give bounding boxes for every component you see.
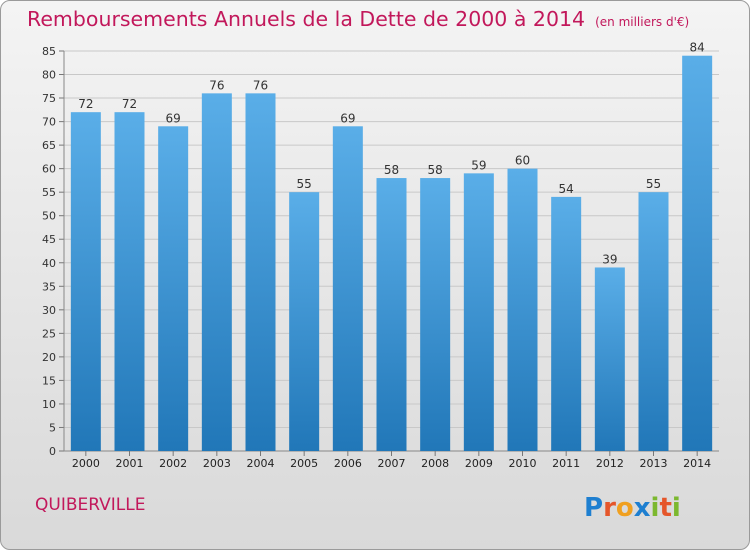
bar-2001 — [114, 112, 145, 452]
x-tick-label-2001: 2001 — [116, 457, 144, 470]
x-tick-label-2000: 2000 — [72, 457, 100, 470]
data-label-2010: 60 — [515, 154, 530, 168]
bar-2013 — [638, 192, 669, 452]
title-text: Remboursements Annuels de la Dette de 20… — [27, 7, 586, 31]
y-tick-label: 65 — [42, 139, 56, 152]
bar-2002 — [158, 126, 189, 451]
data-label-2013: 55 — [646, 177, 661, 191]
bar-2014 — [682, 55, 713, 452]
svg-text:Proxiti: Proxiti — [584, 493, 681, 523]
data-label-2000: 72 — [78, 97, 93, 111]
data-label-2005: 55 — [297, 177, 312, 191]
x-tick-label-2006: 2006 — [334, 457, 362, 470]
data-label-2003: 76 — [209, 78, 224, 92]
y-tick-label: 50 — [42, 210, 56, 223]
bar-2008 — [420, 178, 451, 451]
x-tick-label-2009: 2009 — [465, 457, 493, 470]
x-tick-label-2012: 2012 — [596, 457, 624, 470]
data-labels: 72 72 69 76 76 55 69 58 58 59 60 54 39 55 84 — [78, 41, 705, 267]
y-tick-label: 70 — [42, 116, 56, 129]
y-tick-label: 30 — [42, 304, 56, 317]
y-tick-label: 5 — [49, 421, 56, 434]
y-tick-label: 15 — [42, 374, 56, 387]
x-tick-label-2003: 2003 — [203, 457, 231, 470]
data-label-2002: 69 — [166, 111, 181, 125]
x-axis: 2000 2001 2002 2003 2004 2005 2006 2007 2008 2009… — [72, 451, 711, 470]
y-tick-label: 25 — [42, 327, 56, 340]
x-tick-label-2002: 2002 — [159, 457, 187, 470]
x-tick-label-2008: 2008 — [421, 457, 449, 470]
y-tick-label: 40 — [42, 257, 56, 270]
bar-2012 — [594, 267, 625, 451]
bar-2000 — [70, 112, 101, 452]
x-tick-label-2010: 2010 — [509, 457, 537, 470]
y-tick-label: 80 — [42, 69, 56, 82]
data-label-2006: 69 — [340, 111, 355, 125]
bar-2003 — [201, 93, 232, 452]
bar-2009 — [463, 173, 494, 451]
data-label-2004: 76 — [253, 78, 268, 92]
data-label-2007: 58 — [384, 163, 399, 177]
y-tick-label: 20 — [42, 351, 56, 364]
data-label-2014: 84 — [690, 41, 705, 55]
bar-2011 — [551, 196, 582, 451]
proxiti-logo: Proxiti — [584, 488, 694, 528]
data-label-2011: 54 — [559, 182, 574, 196]
y-tick-label: 45 — [42, 233, 56, 246]
data-label-2009: 59 — [471, 158, 486, 172]
bar-2004 — [245, 93, 276, 452]
bar-2007 — [376, 178, 407, 451]
y-tick-label: 55 — [42, 186, 56, 199]
y-tick-label: 75 — [42, 92, 56, 105]
data-label-2012: 39 — [602, 252, 617, 266]
y-tick-label: 60 — [42, 163, 56, 176]
commune-name: QUIBERVILLE — [35, 495, 146, 515]
bar-2005 — [289, 192, 320, 452]
bar-2006 — [332, 126, 363, 451]
y-tick-label: 35 — [42, 280, 56, 293]
bar-2010 — [507, 168, 538, 451]
data-label-2001: 72 — [122, 97, 137, 111]
x-tick-label-2007: 2007 — [378, 457, 406, 470]
subtitle-text: (en milliers d'€) — [595, 15, 690, 29]
x-tick-label-2013: 2013 — [640, 457, 668, 470]
x-tick-label-2004: 2004 — [247, 457, 275, 470]
x-tick-label-2005: 2005 — [290, 457, 318, 470]
x-tick-label-2014: 2014 — [683, 457, 711, 470]
chart-title: Remboursements Annuels de la Dette de 20… — [27, 7, 689, 31]
data-label-2008: 58 — [428, 163, 443, 177]
y-tick-label: 0 — [49, 445, 56, 458]
bars — [70, 55, 713, 452]
y-tick-label: 10 — [42, 398, 56, 411]
x-tick-label-2011: 2011 — [552, 457, 580, 470]
y-tick-label: 85 — [42, 45, 56, 58]
